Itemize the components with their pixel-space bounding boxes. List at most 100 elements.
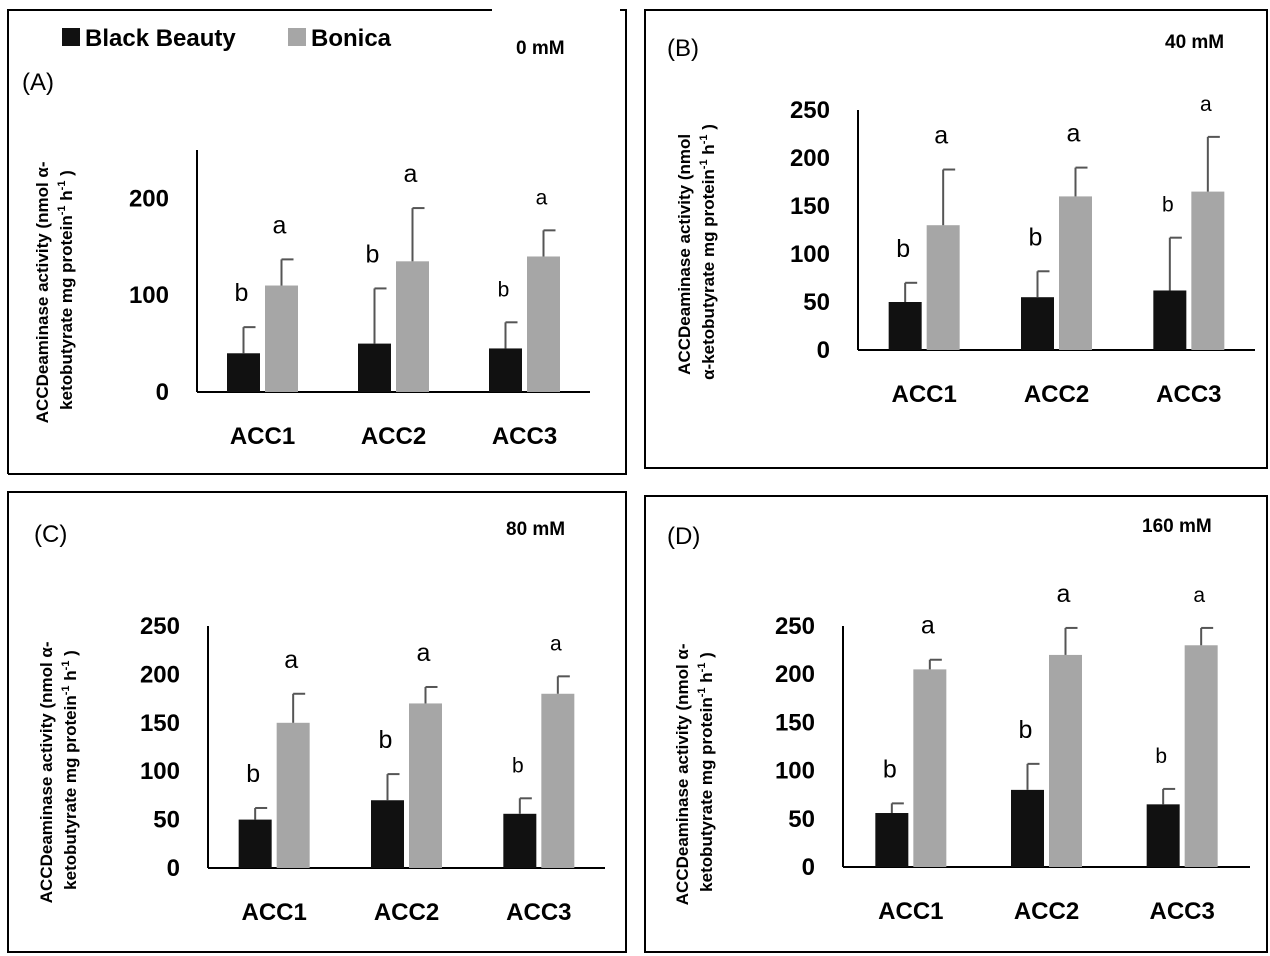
y-tick-label: 0 xyxy=(167,855,180,882)
y-axis-label-line-1: ACCDeaminase activity (nmol α- xyxy=(673,643,692,905)
y-axis-label-line-2: ketobutyrate mg protein-1 h-1 ) xyxy=(56,170,76,410)
legend: Black Beauty Bonica xyxy=(62,25,392,52)
bar-black-beauty xyxy=(227,353,260,392)
y-axis-label-line-2: ketobutyrate mg protein-1 h-1 ) xyxy=(60,650,80,890)
y-tick-label: 250 xyxy=(140,613,180,640)
y-tick-label: 50 xyxy=(153,807,180,834)
bar-black-beauty xyxy=(238,819,272,868)
y-tick-label: 0 xyxy=(156,379,169,406)
significance-letter: b xyxy=(246,760,260,788)
y-tick-label: 150 xyxy=(140,710,180,737)
y-axis-label: ACCDeaminase activity (nmol α- ketobutyr… xyxy=(673,639,716,905)
bar-bonica xyxy=(541,693,575,868)
y-axis-label: ACCDeaminase activity (nmol α- ketobutyr… xyxy=(33,157,76,423)
significance-letter: b xyxy=(1155,745,1167,768)
bar-bonica xyxy=(527,256,560,392)
bar-black-beauty xyxy=(503,813,537,868)
significance-letter: a xyxy=(921,612,935,640)
panel-label: (C) xyxy=(34,521,67,548)
y-axis-label-line-1: ACCDeaminase activity (nmol α- xyxy=(37,641,56,903)
x-tick-label: ACC1 xyxy=(878,898,943,925)
condition-label: 40 mM xyxy=(1165,32,1224,53)
significance-letter: b xyxy=(498,278,510,301)
y-tick-label: 100 xyxy=(775,758,815,785)
panel-label: (D) xyxy=(667,523,700,550)
x-tick-label: ACC2 xyxy=(1024,381,1089,408)
panel-d: (D) 160 mM ACCDeaminase activity (nmol α… xyxy=(667,516,1250,925)
x-tick-label: ACC3 xyxy=(1149,898,1214,925)
plot-area: 0 50 100 150 200 250 ACC1 b a ACC2 b a ACC3 b a xyxy=(790,93,1255,408)
bar-black-beauty xyxy=(888,302,922,350)
x-tick-label: ACC3 xyxy=(492,423,557,450)
significance-letter: a xyxy=(284,646,298,674)
legend-label-bonica: Bonica xyxy=(311,25,392,52)
bar-black-beauty xyxy=(358,343,391,392)
bar-bonica xyxy=(1049,654,1082,867)
y-tick-label: 200 xyxy=(140,661,180,688)
bar-bonica xyxy=(1184,645,1218,867)
condition-label: 0 mM xyxy=(516,38,565,59)
y-tick-label: 150 xyxy=(790,193,830,220)
significance-letter: a xyxy=(1200,93,1212,116)
bar-bonica xyxy=(1059,196,1092,350)
significance-letter: b xyxy=(883,755,897,783)
significance-letter: b xyxy=(896,235,910,263)
condition-label: 80 mM xyxy=(506,519,565,540)
significance-letter: a xyxy=(1067,120,1081,148)
significance-letter: a xyxy=(404,160,418,188)
x-tick-label: ACC3 xyxy=(1156,381,1221,408)
panel-b: (B) 40 mM ACCDeaminase activity (nmol α-… xyxy=(667,32,1255,408)
bar-black-beauty xyxy=(1021,297,1054,350)
significance-letter: b xyxy=(366,240,380,268)
bar-black-beauty xyxy=(371,800,404,868)
significance-letter: a xyxy=(1057,580,1071,608)
bar-black-beauty xyxy=(489,348,522,392)
y-axis-label-line-2: α-ketobutyrate mg protein-1 h-1 ) xyxy=(698,124,718,380)
bar-black-beauty xyxy=(1153,290,1187,350)
bar-black-beauty xyxy=(875,813,909,867)
y-tick-label: 50 xyxy=(803,289,830,316)
y-tick-label: 200 xyxy=(129,185,169,212)
significance-letter: b xyxy=(512,754,524,777)
significance-letter: b xyxy=(235,279,249,307)
legend-label-black-beauty: Black Beauty xyxy=(85,25,236,52)
x-tick-label: ACC2 xyxy=(1014,898,1079,925)
panel-borders xyxy=(7,9,1268,953)
y-axis-label: ACCDeaminase activity (nmol α-ketobutyra… xyxy=(675,124,718,380)
significance-letter: a xyxy=(1193,584,1205,607)
y-tick-label: 200 xyxy=(775,661,815,688)
y-tick-label: 150 xyxy=(775,709,815,736)
legend-swatch-black-beauty xyxy=(62,28,80,46)
bar-black-beauty xyxy=(1146,804,1180,867)
y-tick-label: 0 xyxy=(802,854,815,881)
significance-letter: a xyxy=(550,632,562,655)
legend-swatch-bonica xyxy=(288,28,306,46)
bar-bonica xyxy=(913,669,947,867)
plot-area: 0 50 100 150 200 250 ACC1 b a ACC2 b a ACC3 b a xyxy=(775,580,1250,925)
panel-label: (B) xyxy=(667,35,699,62)
y-tick-label: 100 xyxy=(790,241,830,268)
significance-letter: b xyxy=(1019,716,1033,744)
significance-letter: b xyxy=(379,726,393,754)
significance-letter: a xyxy=(273,211,287,239)
y-tick-label: 0 xyxy=(817,337,830,364)
y-axis-label: ACCDeaminase activity (nmol α- ketobutyr… xyxy=(37,637,80,903)
x-tick-label: ACC1 xyxy=(891,381,956,408)
y-tick-label: 50 xyxy=(788,806,815,833)
bar-bonica xyxy=(1191,191,1225,350)
panel-c: (C) 80 mM ACCDeaminase activity (nmol α-… xyxy=(34,519,605,926)
x-tick-label: ACC2 xyxy=(374,899,439,926)
x-tick-label: ACC2 xyxy=(361,423,426,450)
y-tick-label: 250 xyxy=(790,97,830,124)
bar-black-beauty xyxy=(1011,789,1044,867)
panel-label: (A) xyxy=(22,69,54,96)
y-axis-label-line-2: ketobutyrate mg protein-1 h-1 ) xyxy=(696,652,716,892)
significance-letter: b xyxy=(1162,194,1174,217)
y-tick-label: 100 xyxy=(129,282,169,309)
y-tick-label: 100 xyxy=(140,758,180,785)
condition-label: 160 mM xyxy=(1142,516,1212,537)
y-tick-label: 200 xyxy=(790,145,830,172)
significance-letter: a xyxy=(417,639,431,667)
significance-letter: a xyxy=(934,122,948,150)
